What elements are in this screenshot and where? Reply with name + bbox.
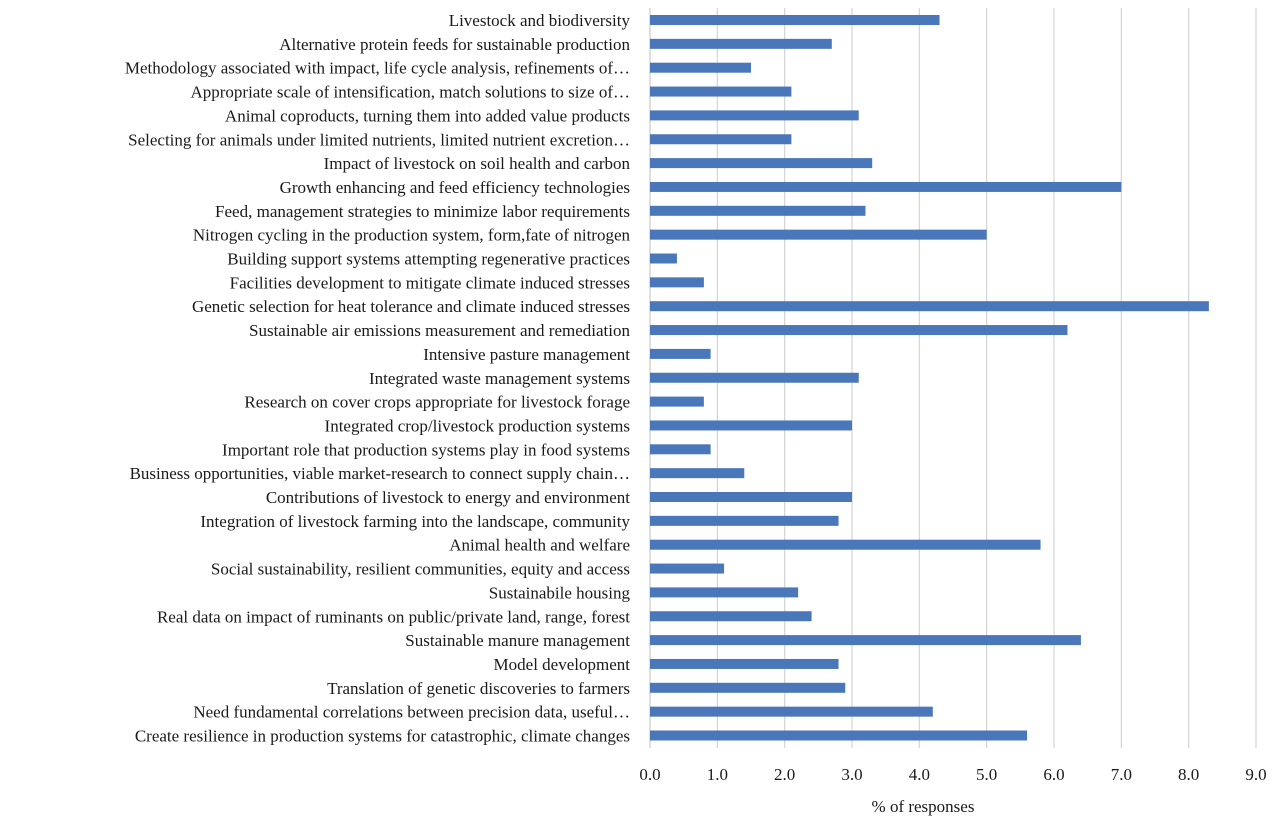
category-label: Genetic selection for heat tolerance and…: [192, 297, 630, 316]
bar: [650, 15, 940, 25]
category-label: Animal coproducts, turning them into add…: [225, 106, 630, 125]
bar: [650, 229, 987, 240]
bar: [650, 492, 852, 502]
category-label: Integrated crop/livestock production sys…: [325, 416, 630, 435]
category-label: Sustainable air emissions measurement an…: [249, 321, 630, 340]
bar: [650, 444, 711, 455]
category-label: Important role that production systems p…: [222, 440, 630, 459]
bar: [650, 253, 677, 264]
x-tick-label: 4.0: [909, 765, 930, 784]
category-label: Livestock and biodiversity: [449, 11, 631, 30]
bar: [650, 110, 859, 121]
bar: [650, 635, 1081, 646]
category-label: Social sustainability, resilient communi…: [211, 560, 630, 579]
category-label: Nitrogen cycling in the production syste…: [193, 226, 631, 245]
category-label: Alternative protein feeds for sustainabl…: [279, 35, 630, 54]
bar: [650, 348, 711, 359]
category-label: Research on cover crops appropriate for …: [244, 393, 630, 412]
bar: [650, 539, 1041, 550]
category-label: Selecting for animals under limited nutr…: [128, 130, 630, 149]
x-tick-label: 6.0: [1043, 765, 1064, 784]
bar: [650, 706, 933, 717]
bar: [650, 86, 792, 97]
bar: [650, 158, 873, 169]
bar: [650, 658, 839, 669]
bar: [650, 325, 1068, 336]
bar: [650, 301, 1209, 312]
category-label: Animal health and welfare: [449, 536, 630, 555]
bar: [650, 515, 839, 526]
x-tick-labels: 0.0 1.0 2.0 3.0 4.0 5.0 6.0 7.0 8.0 9.0: [639, 765, 1266, 784]
category-label: Business opportunities, viable market-re…: [130, 464, 630, 483]
bar: [650, 611, 812, 622]
bar: [650, 38, 832, 49]
x-tick-label: 8.0: [1178, 765, 1199, 784]
bar: [650, 682, 846, 693]
category-label: Integration of livestock farming into th…: [200, 512, 630, 531]
bars: [650, 15, 1209, 741]
category-label: Impact of livestock on soil health and c…: [324, 154, 631, 173]
category-label: Need fundamental correlations between pr…: [193, 703, 630, 722]
bar: [650, 468, 745, 479]
category-label: Sustainabile housing: [489, 583, 631, 602]
x-tick-label: 3.0: [841, 765, 862, 784]
bar: [650, 205, 866, 216]
bar: [650, 396, 704, 407]
bar: [650, 730, 1028, 741]
bar: [650, 62, 751, 73]
x-tick-label: 5.0: [976, 765, 997, 784]
bar: [650, 587, 799, 598]
category-label: Integrated waste management systems: [369, 369, 630, 388]
bar: [650, 277, 704, 288]
bar: [650, 181, 1122, 192]
category-label: Growth enhancing and feed efficiency tec…: [280, 178, 630, 197]
category-label: Translation of genetic discoveries to fa…: [327, 679, 630, 698]
x-tick-label: 1.0: [707, 765, 728, 784]
bar: [650, 420, 852, 431]
category-label: Methodology associated with impact, life…: [125, 59, 630, 78]
bar: [650, 372, 859, 383]
category-label: Facilities development to mitigate clima…: [230, 273, 630, 292]
bar: [650, 563, 725, 574]
category-labels: Livestock and biodiversity Alternative pr…: [125, 11, 631, 746]
bar: [650, 134, 792, 145]
x-tick-label: 9.0: [1245, 765, 1266, 784]
category-label: Contributions of livestock to energy and…: [266, 488, 630, 507]
category-label: Building support systems attempting rege…: [227, 250, 630, 269]
category-label: Sustainable manure management: [405, 631, 630, 650]
category-label: Real data on impact of ruminants on publ…: [157, 607, 630, 626]
category-label: Create resilience in production systems …: [135, 727, 630, 746]
x-axis-title: % of responses: [872, 797, 975, 816]
category-label: Feed, management strategies to minimize …: [215, 202, 630, 221]
x-tick-label: 0.0: [639, 765, 660, 784]
category-label: Intensive pasture management: [423, 345, 630, 364]
gridlines: [649, 8, 1257, 748]
category-label: Appropriate scale of intensification, ma…: [190, 83, 630, 102]
x-tick-label: 2.0: [774, 765, 795, 784]
category-label: Model development: [494, 655, 631, 674]
x-tick-label: 7.0: [1111, 765, 1132, 784]
